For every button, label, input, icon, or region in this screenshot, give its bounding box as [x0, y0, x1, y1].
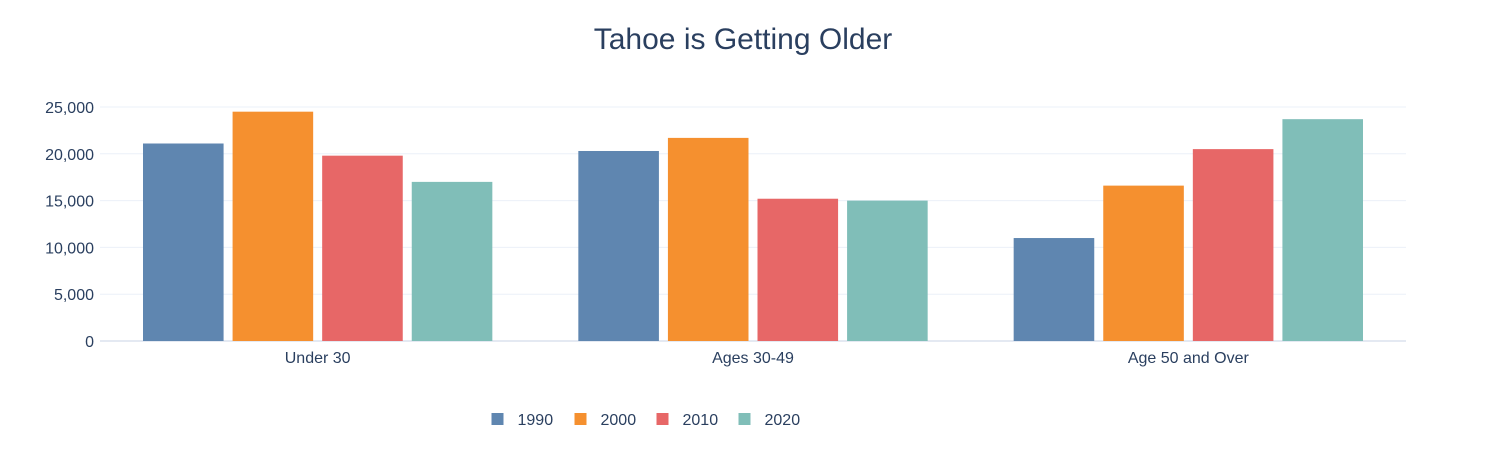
bar-under-30-2000 [232, 111, 314, 342]
legend-item-2010[interactable]: 2010 [656, 412, 719, 429]
bar-age-50-and-over-1990 [1013, 238, 1095, 341]
bar-ages-30-49-2000 [667, 137, 749, 341]
grid-layer [100, 106, 1406, 342]
bar-age-50-and-over-2000 [1103, 185, 1184, 341]
x-tick-label: Under 30 [285, 350, 351, 367]
bar-ages-30-49-2020 [847, 200, 928, 341]
bar-under-30-1990 [143, 143, 224, 341]
x-tick-label: Age 50 and Over [1128, 350, 1250, 367]
chart-title: Tahoe is Getting Older [594, 23, 893, 56]
bar-under-30-2010 [322, 155, 403, 341]
bar-ages-30-49-2010 [757, 198, 839, 341]
legend-swatch [491, 413, 504, 425]
bar-age-50-and-over-2010 [1192, 149, 1274, 341]
y-tick-label: 15,000 [45, 194, 94, 211]
legend-label: 2000 [601, 412, 637, 429]
legend: 1990 2000 2010 2020 [491, 412, 801, 429]
legend-label: 1990 [518, 412, 554, 429]
x-axis-ticks: Under 30 Ages 30-49 Age 50 and Over [285, 350, 1250, 367]
y-tick-label: 10,000 [45, 240, 94, 257]
y-tick-label: 25,000 [45, 100, 94, 117]
bar-age-50-and-over-2020 [1282, 119, 1363, 341]
legend-label: 2010 [683, 412, 719, 429]
bars-layer [143, 111, 1363, 342]
bar-ages-30-49-1990 [578, 150, 659, 341]
legend-item-2000[interactable]: 2000 [574, 412, 637, 429]
x-tick-label: Ages 30-49 [712, 350, 794, 367]
y-tick-label: 20,000 [45, 147, 94, 164]
legend-swatch [574, 413, 587, 425]
legend-swatch [656, 413, 669, 425]
legend-label: 2020 [765, 412, 801, 429]
y-tick-label: 5,000 [54, 287, 94, 304]
legend-swatch [738, 413, 751, 425]
legend-item-1990[interactable]: 1990 [491, 412, 554, 429]
bar-under-30-2020 [411, 181, 493, 341]
y-tick-label: 0 [85, 334, 94, 351]
legend-item-2020[interactable]: 2020 [738, 412, 801, 429]
y-axis-ticks: 0 5,000 10,000 15,000 20,000 25,000 [45, 100, 94, 351]
